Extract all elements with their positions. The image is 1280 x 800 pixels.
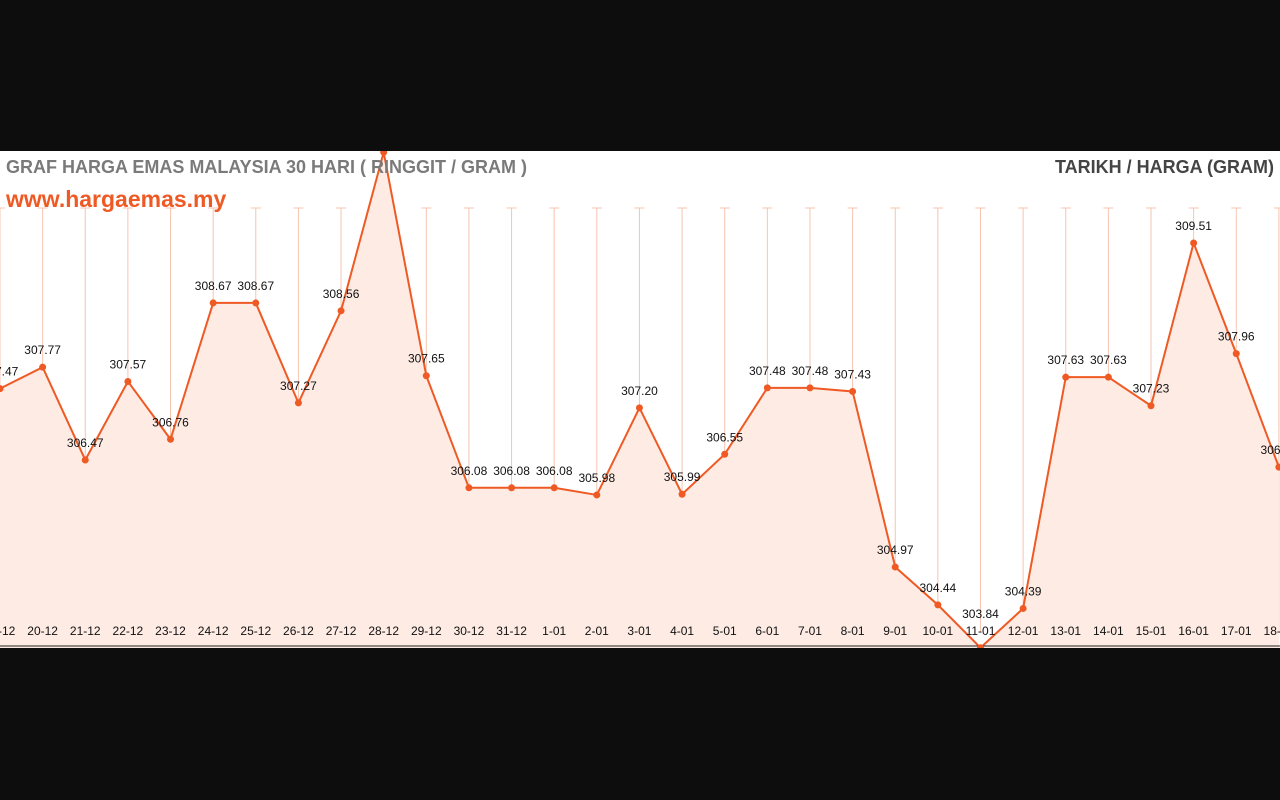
x-tick-label: 30-12 [454,624,485,638]
x-tick-label: 5-01 [713,624,737,638]
x-tick-label: 25-12 [240,624,271,638]
x-tick-label: 6-01 [755,624,779,638]
data-label: 308.67 [237,279,274,293]
x-tick-label: 27-12 [326,624,357,638]
x-tick-label: 26-12 [283,624,314,638]
x-tick-label: 16-01 [1178,624,1209,638]
data-label: 308.56 [323,287,360,301]
x-tick-label: 29-12 [411,624,442,638]
data-point [380,151,388,156]
x-tick-label: 15-01 [1136,624,1167,638]
price-chart: 19-12 307.47 20-12 307.77 21-12 306.47 22-12 30… [0,151,1280,648]
x-tick-label: 2-01 [585,624,609,638]
x-tick-label: 19-12 [0,624,16,638]
data-label: 307.96 [1218,330,1255,344]
x-tick-label: 23-12 [155,624,186,638]
x-tick-label: 4-01 [670,624,694,638]
data-label: 306.08 [451,464,488,478]
data-label: 307.77 [24,343,61,357]
data-label: 309.51 [1175,219,1212,233]
data-point [934,601,942,609]
data-point [294,399,302,407]
legend-title: TARIKH / HARGA (GRAM) [1055,157,1274,177]
data-point [976,644,984,648]
x-tick-label: 28-12 [368,624,399,638]
data-point [422,372,430,380]
data-point [550,484,558,492]
data-label: 307.47 [0,365,19,379]
data-label: 306.37 [1261,443,1280,457]
data-point [1062,373,1070,381]
data-label: 305.99 [664,470,701,484]
data-label: 307.48 [749,364,786,378]
data-label: 307.23 [1133,382,1170,396]
data-label: 306.55 [706,430,743,444]
data-point [124,377,132,385]
data-label: 306.47 [67,436,104,450]
data-point [678,490,686,498]
chart-panel: 19-12 307.47 20-12 307.77 21-12 306.47 22-12 30… [0,151,1280,648]
data-point [465,484,473,492]
data-point [39,363,47,371]
data-point [1147,402,1155,410]
data-point [337,307,345,315]
data-label: 304.97 [877,543,914,557]
x-tick-label: 1-01 [542,624,566,638]
x-tick-label: 24-12 [198,624,229,638]
x-tick-label: 31-12 [496,624,527,638]
data-label: 305.98 [578,471,615,485]
x-tick-label: 8-01 [841,624,865,638]
data-label: 306.76 [152,415,189,429]
data-label: 307.48 [792,364,829,378]
data-label: 307.65 [408,352,445,366]
data-point [1019,604,1027,612]
data-point [0,385,4,393]
data-point [81,456,89,464]
data-point [593,491,601,499]
x-tick-label: 11-01 [966,624,996,638]
data-point [1232,350,1240,358]
data-label: 307.57 [110,357,147,371]
data-label: 307.63 [1090,353,1127,367]
data-point [721,450,729,458]
area-fill [0,152,1279,648]
data-label: 303.84 [962,607,999,621]
data-label: 304.44 [920,581,957,595]
data-point [763,384,771,392]
x-tick-label: 3-01 [627,624,651,638]
data-label: 304.39 [1005,584,1042,598]
x-tick-label: 17-01 [1221,624,1252,638]
data-point [635,404,643,412]
site-link[interactable]: www.hargaemas.my [6,186,227,212]
x-tick-label: 9-01 [883,624,907,638]
data-point [1104,373,1112,381]
data-point [167,435,175,443]
data-label: 306.08 [493,464,530,478]
x-tick-label: 21-12 [70,624,101,638]
data-label: 307.63 [1047,353,1084,367]
data-point [1190,239,1198,247]
x-tick-label: 14-01 [1093,624,1124,638]
data-point [1275,463,1280,471]
x-tick-label: 22-12 [113,624,144,638]
x-tick-label: 13-01 [1050,624,1081,638]
x-tick-label: 12-01 [1008,624,1039,638]
data-label: 307.27 [280,379,317,393]
x-tick-label: 10-01 [923,624,954,638]
data-label: 307.43 [834,367,871,381]
data-label: 308.67 [195,279,232,293]
chart-title: GRAF HARGA EMAS MALAYSIA 30 HARI ( RINGG… [6,157,528,177]
x-tick-label: 20-12 [27,624,58,638]
data-label: 307.20 [621,384,658,398]
x-tick-label: 7-01 [798,624,822,638]
data-point [806,384,814,392]
data-point [849,387,857,395]
data-point [252,299,260,307]
x-tick-label: 18-01 [1264,624,1280,638]
data-point [209,299,217,307]
data-point [508,484,516,492]
data-point [891,563,899,571]
data-label: 306.08 [536,464,573,478]
